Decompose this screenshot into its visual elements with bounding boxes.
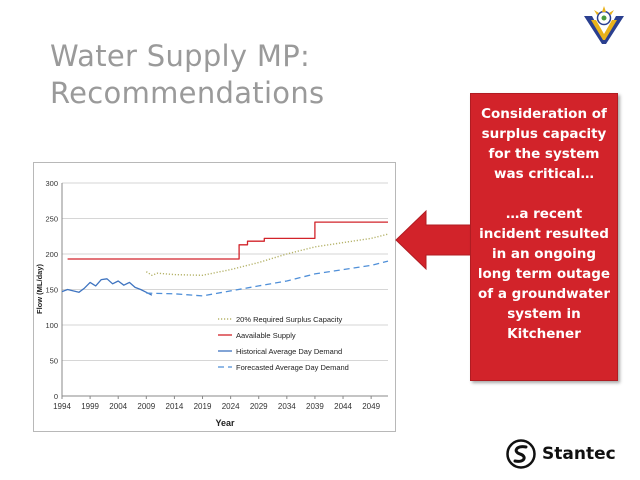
slide-title: Water Supply MP: Recommendations — [50, 38, 324, 112]
x-tick-label: 2044 — [334, 402, 352, 411]
legend-label: Aavailable Supply — [236, 331, 296, 340]
x-tick-label: 2004 — [109, 402, 127, 411]
stantec-logo-icon — [506, 439, 536, 469]
y-tick-label: 50 — [50, 357, 58, 366]
x-tick-label: 2034 — [278, 402, 296, 411]
y-tick-label: 200 — [45, 250, 58, 259]
flow-chart: 0 50 100 150 200 250 300 1994 1999 2004 2009 2014 2… — [35, 179, 389, 428]
title-line-2: Recommendations — [50, 76, 325, 110]
legend-label: Historical Average Day Demand — [236, 347, 342, 356]
x-axis-label: Year — [215, 418, 235, 428]
series-line-1 — [145, 233, 389, 277]
callout-text-1: Consideration of surplus capacity for th… — [481, 106, 607, 182]
callout-arrow-icon — [395, 209, 474, 271]
callout-box: Consideration of surplus capacity for th… — [470, 93, 618, 381]
x-tick-label: 2014 — [166, 402, 184, 411]
callout: Consideration of surplus capacity for th… — [394, 93, 618, 381]
x-tick-label: 2024 — [222, 402, 240, 411]
x-tick-label: 2009 — [137, 402, 155, 411]
x-tick-label: 2019 — [194, 402, 212, 411]
stantec-brand: Stantec — [506, 438, 616, 470]
brand-name: Stantec — [542, 444, 616, 464]
y-tick-label: 300 — [45, 179, 58, 188]
legend-label: Forecasted Average Day Demand — [236, 363, 349, 372]
title-line-1: Water Supply MP: — [50, 39, 311, 73]
series-line-3 — [61, 278, 153, 296]
series-line-2 — [67, 221, 388, 260]
y-tick-label: 100 — [45, 321, 58, 330]
x-tick-label: 2049 — [362, 402, 380, 411]
x-tick-label: 2029 — [250, 402, 268, 411]
chart-panel: 0 50 100 150 200 250 300 1994 1999 2004 2009 2014 2… — [33, 162, 396, 432]
y-tick-label: 150 — [45, 286, 58, 295]
y-tick-label: 0 — [54, 392, 58, 401]
x-tick-label: 2039 — [306, 402, 324, 411]
series-line-4 — [146, 260, 389, 297]
crest-logo-icon — [584, 6, 624, 44]
x-tick-label: 1999 — [81, 402, 99, 411]
legend-label: 20% Required Surplus Capacity — [236, 315, 343, 324]
callout-text-2: …a recent incident resulted in an ongoin… — [477, 206, 611, 342]
y-axis-label: Flow (ML/day) — [35, 264, 44, 314]
x-tick-label: 1994 — [53, 402, 71, 411]
y-tick-label: 250 — [45, 215, 58, 224]
